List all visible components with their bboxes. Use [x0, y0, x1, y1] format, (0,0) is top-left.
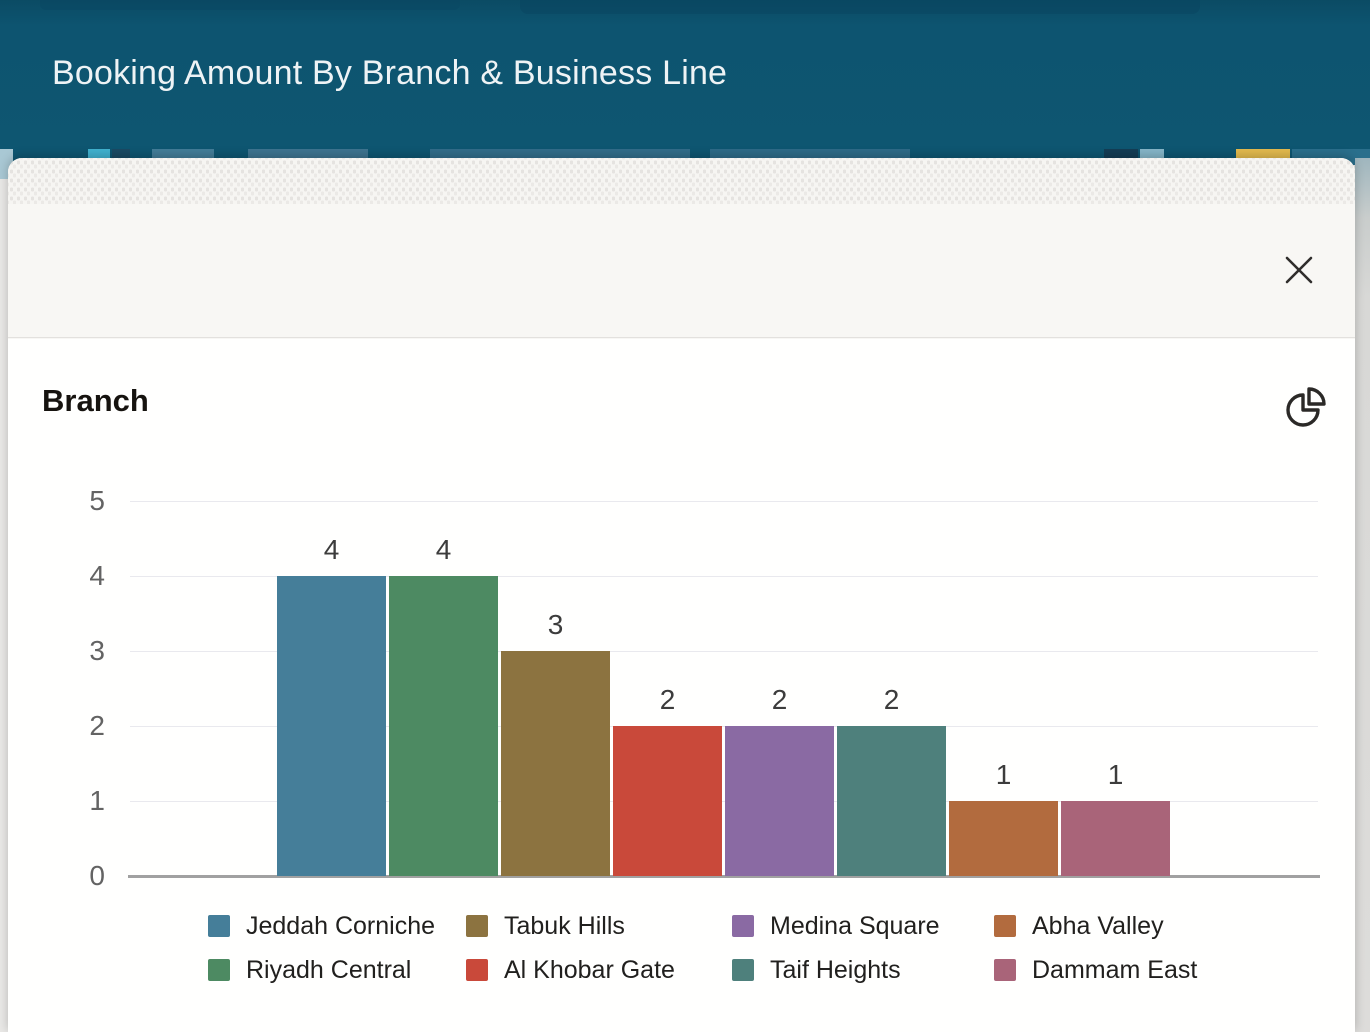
legend-label: Dammam East [1032, 955, 1198, 984]
bar-abha-valley[interactable] [949, 801, 1058, 876]
legend-item-al-khobar-gate[interactable]: Al Khobar Gate [466, 953, 732, 987]
header-background-shade [40, 0, 460, 10]
bar-jeddah-corniche[interactable] [277, 576, 386, 876]
gridline [130, 726, 1318, 727]
header-background-shade [520, 0, 1200, 14]
gridline [130, 576, 1318, 577]
legend-swatch [208, 959, 230, 981]
plot-area: 0 1 2 3 4 5 4 4 3 2 2 2 1 1 [8, 339, 1355, 899]
gridline [130, 801, 1318, 802]
legend-label: Riyadh Central [246, 955, 412, 984]
bar-value-label: 2 [883, 684, 900, 715]
legend-item-medina-square[interactable]: Medina Square [732, 909, 994, 943]
pie-chart-icon [1286, 387, 1326, 427]
dimmed-background-strip [1355, 158, 1370, 1032]
legend-item-jeddah-corniche[interactable]: Jeddah Corniche [208, 909, 466, 943]
bar-value-label: 2 [659, 684, 676, 715]
bar-taif-heights[interactable] [837, 726, 946, 876]
legend-label: Taif Heights [770, 955, 901, 984]
legend-label: Medina Square [770, 911, 940, 940]
gridline [130, 651, 1318, 652]
legend-swatch [994, 959, 1016, 981]
page-title: Booking Amount By Branch & Business Line [52, 54, 728, 92]
bar-value-label: 4 [323, 534, 340, 565]
close-icon [1285, 256, 1313, 284]
chart-drilldown-dialog: Branch 0 1 2 3 4 5 4 4 3 2 2 2 1 1 Jeddah Corniche Tab… [8, 158, 1355, 1032]
bar-medina-square[interactable] [725, 726, 834, 876]
chart-card: Branch 0 1 2 3 4 5 4 4 3 2 2 2 1 1 Jeddah Corniche Tab… [8, 339, 1355, 1032]
gridline [130, 501, 1318, 502]
close-button[interactable] [1279, 250, 1319, 290]
legend-swatch [732, 915, 754, 937]
y-axis-tick-label: 0 [89, 860, 105, 891]
y-axis-tick-label: 1 [89, 785, 105, 816]
bar-value-label: 1 [995, 759, 1012, 790]
bar-tabuk-hills[interactable] [501, 651, 610, 876]
legend-swatch [466, 959, 488, 981]
y-axis-tick-label: 4 [89, 560, 105, 591]
bar-value-label: 1 [1107, 759, 1124, 790]
y-axis-tick-label: 2 [89, 710, 105, 741]
legend-swatch [732, 959, 754, 981]
legend-swatch [994, 915, 1016, 937]
bar-riyadh-central[interactable] [389, 576, 498, 876]
legend-swatch [466, 915, 488, 937]
legend-label: Al Khobar Gate [504, 955, 675, 984]
legend-swatch [208, 915, 230, 937]
chart-legend: Jeddah Corniche Tabuk Hills Medina Square A… [208, 909, 1238, 987]
bar-al-khobar-gate[interactable] [613, 726, 722, 876]
x-axis-line [128, 875, 1320, 878]
dialog-top-texture [8, 158, 1355, 204]
legend-label: Abha Valley [1032, 911, 1164, 940]
y-axis-tick-label: 5 [89, 485, 105, 516]
legend-item-abha-valley[interactable]: Abha Valley [994, 909, 1238, 943]
chart-title: Branch [42, 383, 149, 418]
dialog-header [8, 158, 1355, 338]
bar-value-label: 2 [771, 684, 788, 715]
y-axis-tick-label: 3 [89, 635, 105, 666]
legend-label: Jeddah Corniche [246, 911, 436, 940]
chart-type-toggle-button[interactable] [1281, 381, 1333, 431]
legend-item-dammam-east[interactable]: Dammam East [994, 953, 1238, 987]
app-header: Booking Amount By Branch & Business Line [0, 0, 1370, 162]
bar-value-label: 3 [547, 609, 564, 640]
bar-dammam-east[interactable] [1061, 801, 1170, 876]
legend-item-taif-heights[interactable]: Taif Heights [732, 953, 994, 987]
legend-label: Tabuk Hills [504, 911, 625, 940]
legend-item-riyadh-central[interactable]: Riyadh Central [208, 953, 466, 987]
legend-item-tabuk-hills[interactable]: Tabuk Hills [466, 909, 732, 943]
bar-value-label: 4 [435, 534, 452, 565]
